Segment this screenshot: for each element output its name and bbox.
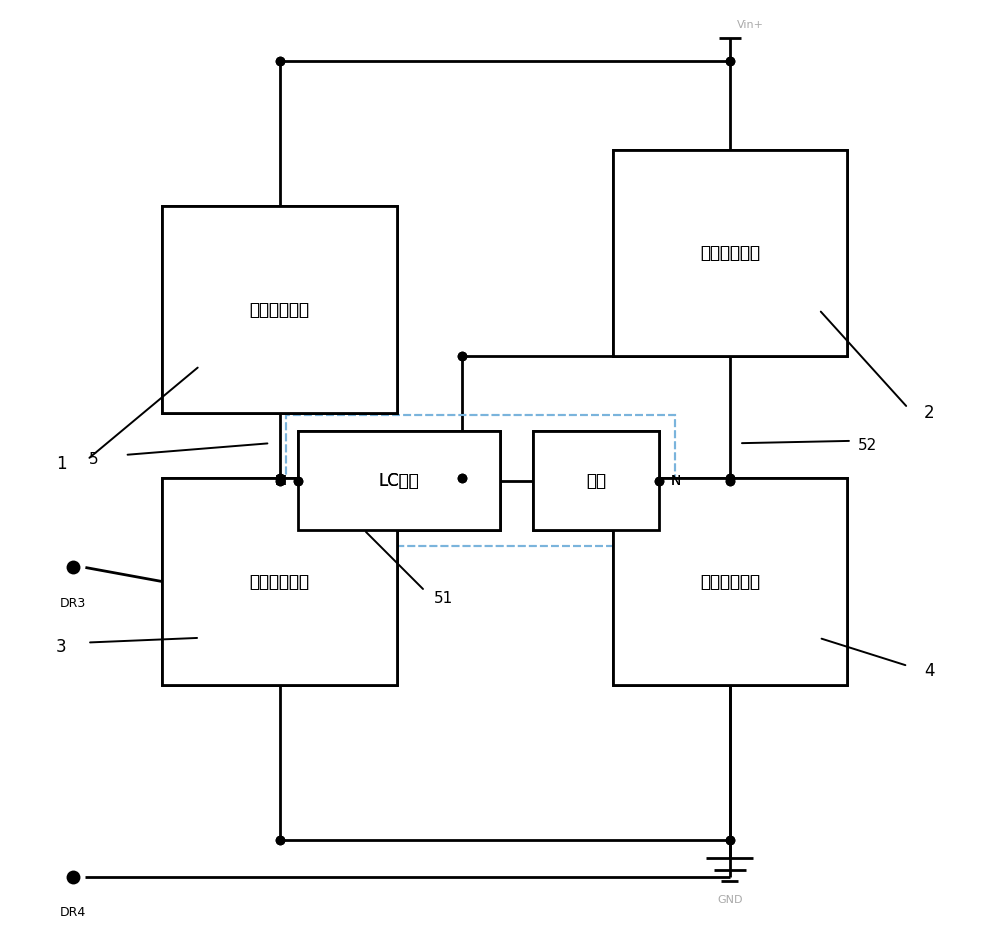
Text: LC电路: LC电路: [379, 472, 420, 490]
Text: 2: 2: [924, 403, 935, 422]
Text: 3: 3: [56, 638, 67, 657]
Text: 第二开关器件: 第二开关器件: [700, 244, 760, 263]
Text: N: N: [671, 474, 681, 488]
Text: N: N: [671, 474, 681, 488]
FancyBboxPatch shape: [533, 431, 659, 530]
Text: 第三开关器件: 第三开关器件: [250, 572, 310, 591]
Text: M: M: [275, 474, 287, 488]
Text: 第四开关器件: 第四开关器件: [700, 572, 760, 591]
Text: DR3: DR3: [60, 597, 86, 610]
Text: DR4: DR4: [60, 906, 86, 919]
FancyBboxPatch shape: [162, 478, 397, 685]
Text: 4: 4: [924, 661, 934, 680]
Text: 51: 51: [434, 591, 454, 606]
FancyBboxPatch shape: [613, 478, 847, 685]
Text: 负载: 负载: [586, 472, 606, 490]
FancyBboxPatch shape: [613, 478, 847, 685]
Text: M: M: [275, 474, 287, 488]
Text: 第一开关器件: 第一开关器件: [250, 300, 310, 319]
FancyBboxPatch shape: [298, 431, 500, 530]
Text: 1: 1: [56, 455, 67, 474]
FancyBboxPatch shape: [298, 431, 500, 530]
Text: 第四开关器件: 第四开关器件: [700, 572, 760, 591]
Text: 第二开关器件: 第二开关器件: [700, 244, 760, 263]
FancyBboxPatch shape: [162, 478, 397, 685]
Text: 52: 52: [858, 438, 878, 453]
FancyBboxPatch shape: [533, 431, 659, 530]
Text: 负载: 负载: [586, 472, 606, 490]
FancyBboxPatch shape: [613, 150, 847, 356]
Text: 第三开关器件: 第三开关器件: [250, 572, 310, 591]
FancyBboxPatch shape: [613, 150, 847, 356]
FancyBboxPatch shape: [162, 206, 397, 413]
Text: 5: 5: [89, 452, 99, 467]
Text: 第一开关器件: 第一开关器件: [250, 300, 310, 319]
FancyBboxPatch shape: [162, 206, 397, 413]
Text: GND: GND: [717, 896, 743, 905]
Text: Vin+: Vin+: [737, 21, 764, 30]
Text: LC电路: LC电路: [379, 472, 420, 490]
